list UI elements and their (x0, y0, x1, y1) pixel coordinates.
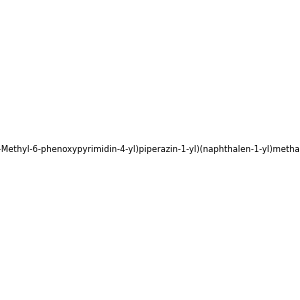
Text: (4-(2-Methyl-6-phenoxypyrimidin-4-yl)piperazin-1-yl)(naphthalen-1-yl)methanone: (4-(2-Methyl-6-phenoxypyrimidin-4-yl)pip… (0, 146, 300, 154)
